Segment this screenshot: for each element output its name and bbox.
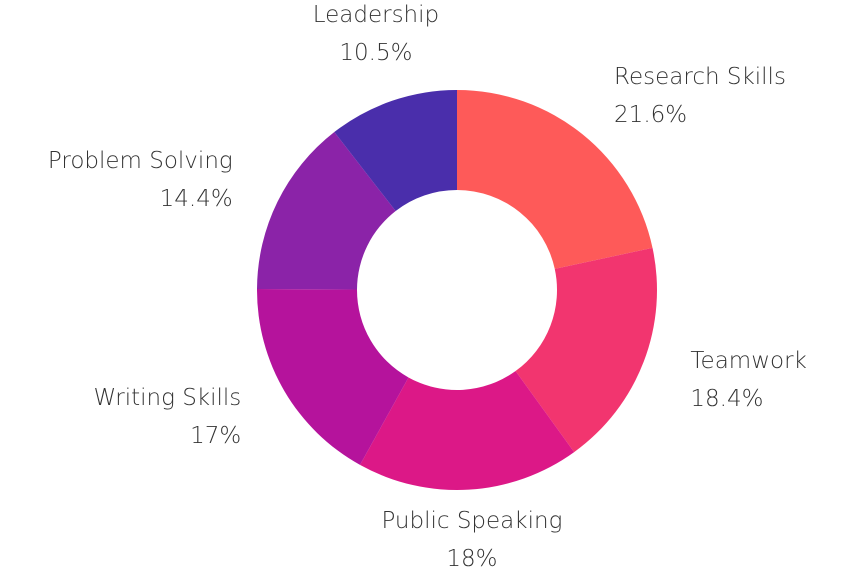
slice-value-label: 18.4%: [690, 386, 763, 412]
donut-slice: [457, 90, 653, 269]
slice-value-label: 10.5%: [339, 40, 412, 66]
donut-slice: [334, 90, 457, 212]
slice-label: Public Speaking: [381, 508, 562, 534]
slice-label: Research Skills: [614, 64, 786, 90]
slice-label: Leadership: [313, 2, 439, 28]
donut-slice: [257, 289, 409, 465]
donut-slice: [515, 247, 657, 453]
slice-label: Writing Skills: [94, 385, 242, 411]
slice-value-label: 14.4%: [160, 186, 233, 212]
slice-value-label: 17%: [190, 423, 241, 449]
donut-slice: [360, 371, 575, 490]
donut-slice: [257, 132, 396, 290]
slice-value-label: 18%: [446, 546, 497, 572]
slice-value-label: 21.6%: [614, 102, 687, 128]
slice-label: Problem Solving: [48, 148, 233, 174]
slice-label: Teamwork: [690, 348, 806, 374]
